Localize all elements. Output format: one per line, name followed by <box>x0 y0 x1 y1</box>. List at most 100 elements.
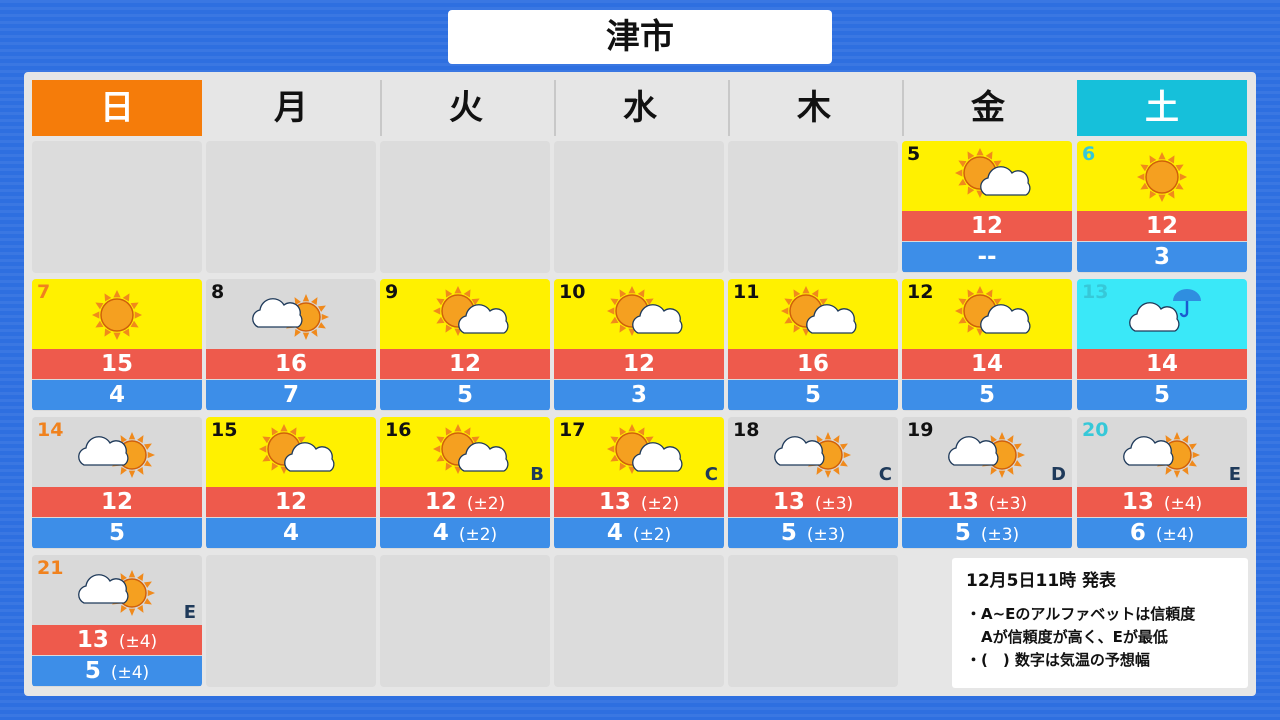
weekday-header: 月 <box>274 88 308 128</box>
high-temp: 12 <box>554 349 724 379</box>
weather-area: 9 <box>380 279 550 349</box>
weather-area: 16 B <box>380 417 550 487</box>
empty-cell <box>554 555 724 687</box>
sun-icon <box>92 290 142 340</box>
high-value: 13 <box>1121 489 1154 515</box>
high-temp: 12 <box>32 487 202 517</box>
high-range: (±4) <box>118 632 158 652</box>
weekday-header: 木 <box>728 80 898 136</box>
day-cell: 11 16 5 <box>728 279 898 411</box>
high-range: (±3) <box>814 494 854 514</box>
weather-area: 10 <box>554 279 724 349</box>
reliability-grade: C <box>878 464 892 485</box>
cloud-icon <box>458 442 509 472</box>
low-value: 4 <box>282 520 299 546</box>
cloud-icon <box>458 304 509 334</box>
date-number: 5 <box>907 143 921 165</box>
low-temp: 3 <box>1077 242 1247 272</box>
high-value: 13 <box>598 489 631 515</box>
low-value: 5 <box>978 382 995 408</box>
date-number: 12 <box>907 281 934 303</box>
sun-icon <box>1117 145 1207 207</box>
high-value: 12 <box>424 489 457 515</box>
low-temp: 5 (±3) <box>902 518 1072 548</box>
low-temp: 5 <box>32 518 202 548</box>
empty-cell <box>728 555 898 687</box>
low-temp: -- <box>902 242 1072 272</box>
cloud-icon <box>1123 436 1174 466</box>
low-value: 5 <box>804 382 821 408</box>
day-cell: 13 14 5 <box>1077 279 1247 411</box>
reliability-grade: B <box>530 464 544 485</box>
low-value: 4 <box>432 520 449 546</box>
day-cell: 18 C 13 (±3) 5 (±3) <box>728 417 898 549</box>
sun-cloud-icon <box>594 421 684 483</box>
low-temp: 7 <box>206 380 376 410</box>
date-number: 7 <box>37 281 51 303</box>
high-temp: 14 <box>902 349 1072 379</box>
weather-area: 21 E <box>32 555 202 625</box>
low-temp: 5 <box>1077 380 1247 410</box>
high-temp: 12 <box>1077 211 1247 241</box>
weather-area: 13 <box>1077 279 1247 349</box>
weather-area: 14 <box>32 417 202 487</box>
cloud-icon <box>252 298 303 328</box>
high-value: 12 <box>1145 213 1178 239</box>
sun-icon <box>1137 152 1187 202</box>
low-value: 3 <box>1153 244 1170 270</box>
low-temp: 5 (±3) <box>728 518 898 548</box>
note-line: Aが信頼度が高く、Eが最低 <box>966 628 1168 646</box>
day-cell: 17 C 13 (±2) 4 (±2) <box>554 417 724 549</box>
empty-cell <box>554 141 724 273</box>
cloud-icon <box>980 304 1031 334</box>
low-value: 4 <box>606 520 623 546</box>
cloud-icon <box>284 442 335 472</box>
day-cell: 20 E 13 (±4) 6 (±4) <box>1077 417 1247 549</box>
sun-cloud-icon <box>246 421 336 483</box>
empty-cell <box>380 555 550 687</box>
weekday-header: 火 <box>380 80 550 136</box>
cloud-icon <box>980 166 1031 196</box>
cloud-icon <box>78 574 129 604</box>
high-value: 12 <box>100 489 133 515</box>
cloud-sun-icon <box>246 283 336 345</box>
high-value: 12 <box>970 213 1003 239</box>
weather-area: 5 <box>902 141 1072 211</box>
low-range: (±3) <box>980 525 1020 545</box>
date-number: 15 <box>211 419 238 441</box>
low-value: 4 <box>108 382 125 408</box>
city-title: 津市 <box>448 10 832 64</box>
high-value: 16 <box>274 351 307 377</box>
date-number: 19 <box>907 419 934 441</box>
cloud-icon <box>632 442 683 472</box>
high-range: (±2) <box>466 494 506 514</box>
weekday-header: 日 <box>32 80 202 136</box>
sun-icon <box>72 283 162 345</box>
low-range: (±4) <box>1155 525 1195 545</box>
high-value: 13 <box>772 489 805 515</box>
sun-cloud-icon <box>768 283 858 345</box>
cloud-icon <box>78 436 129 466</box>
low-value: 5 <box>456 382 473 408</box>
high-value: 12 <box>448 351 481 377</box>
reliability-grade: E <box>183 602 196 623</box>
day-cell: 5 12 -- <box>902 141 1072 273</box>
date-number: 6 <box>1082 143 1096 165</box>
note-line: ・( ) 数字は気温の予想幅 <box>966 651 1150 669</box>
weekday-header: 土 <box>1077 80 1247 136</box>
cloud-icon <box>806 304 857 334</box>
low-value: 7 <box>282 382 299 408</box>
weather-area: 8 <box>206 279 376 349</box>
sun-cloud-icon <box>420 283 510 345</box>
low-value: 5 <box>954 520 971 546</box>
weather-area: 19 D <box>902 417 1072 487</box>
low-range: (±2) <box>632 525 672 545</box>
day-cell: 10 12 3 <box>554 279 724 411</box>
empty-cell <box>206 141 376 273</box>
date-number: 10 <box>559 281 586 303</box>
note-line: ・A~Eのアルファベットは信頼度 <box>966 605 1196 623</box>
low-temp: 3 <box>554 380 724 410</box>
high-temp: 14 <box>1077 349 1247 379</box>
high-value: 12 <box>274 489 307 515</box>
weather-area: 6 <box>1077 141 1247 211</box>
